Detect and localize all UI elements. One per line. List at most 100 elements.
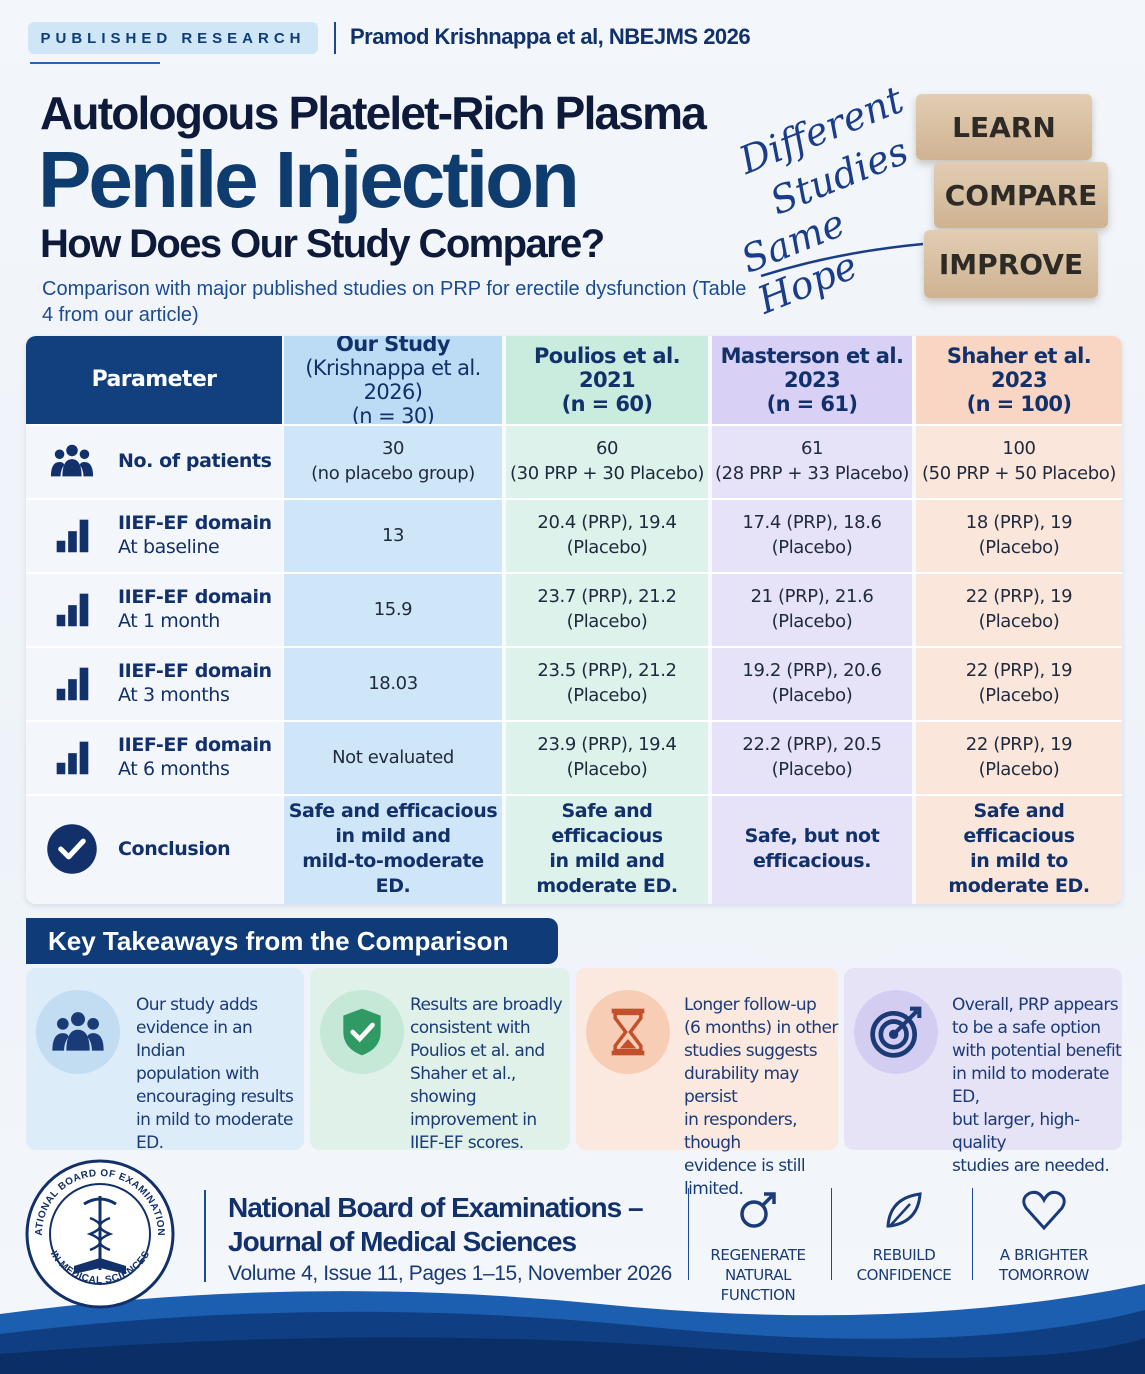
col-title: Masterson et al. xyxy=(720,344,904,368)
cell-line: (28 PRP + 33 Placebo) xyxy=(715,463,909,484)
cell-line: (Placebo) xyxy=(566,685,648,706)
cell-line: moderate ED. xyxy=(536,875,678,897)
parameter-cell: IIEF-EF domain At 6 months xyxy=(26,720,282,794)
cell-line: 23.5 (PRP), 21.2 xyxy=(537,660,677,681)
title-line-1: Autologous Platelet-Rich Plasma xyxy=(40,87,707,139)
takeaway-text: Our study adds evidence in an Indian popul… xyxy=(136,994,304,1155)
table-cell: 61 (28 PRP + 33 Placebo) xyxy=(712,424,912,498)
cell-line: (Placebo) xyxy=(771,537,853,558)
feature-divider xyxy=(688,1188,689,1280)
takeaway-line: population with xyxy=(136,1064,260,1084)
parameter-cell: IIEF-EF domain At baseline xyxy=(26,498,282,572)
col-subtitle: (Krishnappa et al. 2026) xyxy=(305,356,481,404)
takeaway-line: in mild to moderate ED, xyxy=(952,1064,1110,1107)
takeaway-line: to be a safe option xyxy=(952,1018,1101,1038)
parameter-cell: IIEF-EF domain At 3 months xyxy=(26,646,282,720)
takeaway-line: but larger, high-quality xyxy=(952,1110,1080,1153)
col-title: Shaher et al. xyxy=(946,344,1092,368)
col-subtitle: 2023 xyxy=(990,368,1048,392)
cell-line: (Placebo) xyxy=(771,685,853,706)
parameter-icon-wrap xyxy=(26,438,118,484)
parameter-icon-wrap xyxy=(26,660,118,706)
cell-line: 30 xyxy=(381,438,405,459)
parameter-label: IIEF-EF domain At baseline xyxy=(118,511,272,559)
title-line-2: Penile Injection xyxy=(38,135,580,224)
column-header: Shaher et al. 2023 (n = 100) xyxy=(916,336,1122,424)
table-cell: 23.9 (PRP), 19.4 (Placebo) xyxy=(506,720,708,794)
table-cell: Safe and efficacious in mild and moderate … xyxy=(506,794,708,904)
cell-line: mild-to-moderate ED. xyxy=(302,850,484,897)
check-circle-icon xyxy=(47,824,97,874)
cell-line: moderate ED. xyxy=(948,875,1090,897)
cell-line: efficacious. xyxy=(752,850,872,872)
cell-line: (50 PRP + 50 Placebo) xyxy=(922,463,1116,484)
column-shaher: Shaher et al. 2023 (n = 100) xyxy=(916,336,1122,904)
column-poulios: Poulios et al. 2021 (n = 60) xyxy=(506,336,708,904)
cell-line: (30 PRP + 30 Placebo) xyxy=(510,463,704,484)
cell-line: (Placebo) xyxy=(566,759,648,780)
takeaway-icon-wrap xyxy=(586,990,670,1074)
header-divider xyxy=(334,22,336,54)
cell-line: 20.4 (PRP), 19.4 xyxy=(537,512,677,533)
takeaway-card: Our study adds evidence in an Indian popul… xyxy=(26,968,304,1153)
cell-line: (Placebo) xyxy=(978,759,1060,780)
block-improve: IMPROVE xyxy=(924,230,1098,298)
col-title: Our Study xyxy=(336,336,451,356)
parameter-label: Conclusion xyxy=(118,837,231,861)
table-cell: 100 (50 PRP + 50 Placebo) xyxy=(916,424,1122,498)
col-n: (n = 61) xyxy=(766,392,858,416)
bar-chart-icon xyxy=(56,593,89,627)
cell-line: 100 xyxy=(1002,438,1036,459)
table-cell: 60 (30 PRP + 30 Placebo) xyxy=(506,424,708,498)
cell-line: 22 (PRP), 19 xyxy=(965,734,1073,755)
cell-line: in mild and xyxy=(335,825,451,847)
comparison-table: Parameter Our Study (Krishnappa et al. 20… xyxy=(26,336,1122,904)
col-title: Poulios et al. xyxy=(534,344,681,368)
cell-line: Safe and efficacious xyxy=(551,800,663,847)
cell-line: (no placebo group) xyxy=(311,463,475,484)
table-cell: 22.2 (PRP), 20.5 (Placebo) xyxy=(712,720,912,794)
table-cell: 22 (PRP), 19 (Placebo) xyxy=(916,646,1122,720)
people-icon xyxy=(50,444,94,477)
takeaway-line: encouraging results xyxy=(136,1087,294,1107)
parameter-cell: IIEF-EF domain At 1 month xyxy=(26,572,282,646)
feature-label: REGENERATE NATURAL FUNCTION xyxy=(710,1246,806,1304)
feature-divider xyxy=(831,1188,832,1280)
table-cell: 20.4 (PRP), 19.4 (Placebo) xyxy=(506,498,708,572)
column-header: Masterson et al. 2023 (n = 61) xyxy=(712,336,912,424)
table-cell: 22 (PRP), 19 (Placebo) xyxy=(916,572,1122,646)
parameter-title: IIEF-EF domain xyxy=(118,660,272,682)
table-cell: 21 (PRP), 21.6 (Placebo) xyxy=(712,572,912,646)
col-subtitle: 2023 xyxy=(783,368,841,392)
row-divider xyxy=(26,424,1122,426)
takeaway-icon-wrap xyxy=(36,990,120,1074)
cell-line: 13 xyxy=(381,524,405,546)
column-header: Our Study (Krishnappa et al. 2026) (n = 30… xyxy=(284,336,502,428)
cell-line: (Placebo) xyxy=(566,537,648,558)
cell-line: (Placebo) xyxy=(978,685,1060,706)
parameter-cell: Conclusion xyxy=(26,794,282,904)
cell-line: 19.2 (PRP), 20.6 xyxy=(742,660,882,681)
parameter-title: IIEF-EF domain xyxy=(118,512,272,534)
row-divider xyxy=(26,646,1122,648)
parameter-label: IIEF-EF domain At 3 months xyxy=(118,659,272,707)
people-icon xyxy=(52,1012,104,1051)
row-divider xyxy=(26,794,1122,796)
cell-line: 15.9 xyxy=(373,598,413,620)
takeaways-title: Key Takeaways from the Comparison xyxy=(26,918,558,964)
bar-chart-icon xyxy=(56,519,89,553)
takeaway-line: improvement in xyxy=(410,1110,537,1130)
parameter-subtitle: At 6 months xyxy=(118,758,230,780)
takeaway-line: evidence in an Indian xyxy=(136,1018,253,1061)
takeaway-line: evidence is still limited. xyxy=(684,1156,806,1199)
tag-underline xyxy=(30,62,160,64)
parameter-subtitle: At baseline xyxy=(118,536,220,558)
author-citation: Pramod Krishnappa et al, NBEJMS 2026 xyxy=(350,24,751,49)
table-cell: 18.03 xyxy=(284,646,502,720)
takeaway-line: Shaher et al., showing xyxy=(410,1064,516,1107)
column-our-study: Our Study (Krishnappa et al. 2026) (n = 30… xyxy=(284,336,502,904)
parameter-label: No. of patients xyxy=(118,449,272,473)
col-n: (n = 100) xyxy=(966,392,1072,416)
feature-brighter: A BRIGHTER TOMORROW xyxy=(974,1186,1114,1285)
cell-line: 23.9 (PRP), 19.4 xyxy=(537,734,677,755)
